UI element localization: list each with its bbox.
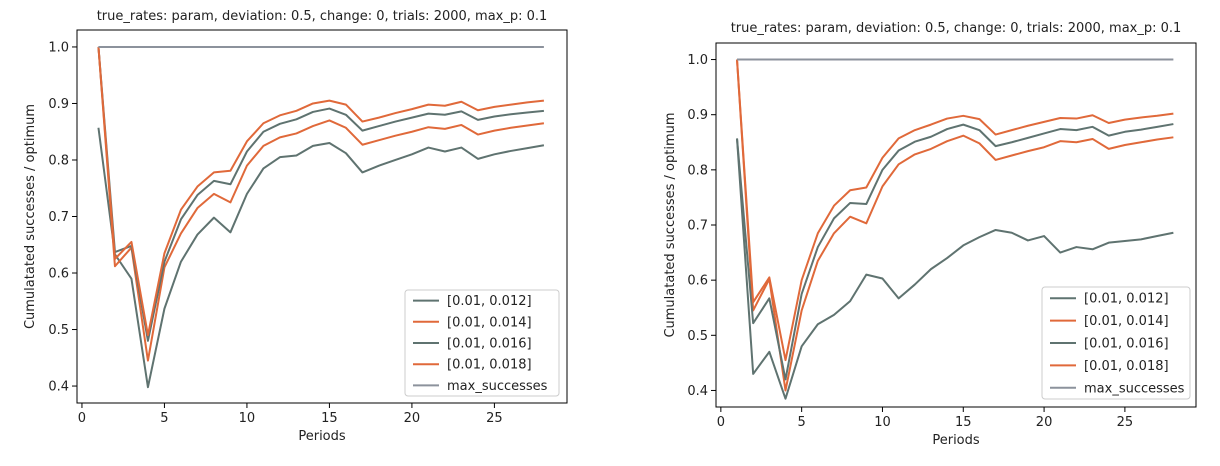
chart-right-series-line-3 — [736, 59, 1174, 362]
chart-right-y-tick-label-2: 0.6 — [687, 274, 708, 289]
chart-right-y-tick-label-0: 0.4 — [687, 384, 708, 399]
chart-left-y-tick-label-0: 0.4 — [48, 380, 69, 395]
chart-left-y-tick-label-4: 0.8 — [48, 153, 69, 168]
chart-left-series-line-1 — [97, 46, 545, 362]
chart-right-legend-label-3: [0.01, 0.018] — [1084, 359, 1169, 374]
chart-left-y-axis-label: Cumulatated successes / optimum — [23, 104, 38, 329]
chart-right-svg: true_rates: param, deviation: 0.5, chang… — [663, 21, 1197, 448]
chart-left-x-axis-label: Periods — [298, 429, 346, 444]
chart-right-x-tick-label-4: 20 — [1036, 415, 1053, 430]
chart-left-legend-label-2: [0.01, 0.016] — [447, 337, 532, 352]
chart-left-y-tick-label-3: 0.7 — [48, 210, 69, 225]
chart-right-legend-label-0: [0.01, 0.012] — [1084, 292, 1169, 307]
chart-left-series-line-3 — [97, 46, 545, 337]
chart-left-legend-label-4: max_successes — [447, 379, 548, 394]
chart-right-legend: [0.01, 0.012] [0.01, 0.014] [0.01, 0.016] [… — [1041, 286, 1191, 400]
chart-right-y-tick-label-1: 0.5 — [687, 329, 708, 344]
chart-right-series-line-2 — [736, 123, 1174, 381]
chart-left-svg: true_rates: param, deviation: 0.5, chang… — [23, 9, 568, 444]
chart-right-legend-label-4: max_successes — [1084, 381, 1185, 396]
chart-left-x-tick-label-1: 5 — [160, 411, 168, 426]
chart-right-y-tick-label-6: 1.0 — [687, 53, 708, 68]
chart-left-series-line-0 — [97, 127, 545, 389]
chart-left-y-tick-label-2: 0.6 — [48, 267, 69, 282]
chart-right-legend-box — [1041, 286, 1191, 400]
chart-left-y-tick-label-5: 0.9 — [48, 97, 69, 112]
chart-right-x-axis-label: Periods — [932, 433, 980, 448]
chart-right-title: true_rates: param, deviation: 0.5, chang… — [731, 21, 1182, 36]
chart-left-y-tick-label-6: 1.0 — [48, 40, 69, 55]
chart-left-x-tick-label-0: 0 — [78, 411, 86, 426]
chart-left-legend-label-3: [0.01, 0.018] — [447, 358, 532, 373]
chart-left-x-tick-label-3: 15 — [321, 411, 338, 426]
chart-right-series-line-1 — [736, 59, 1174, 392]
chart-right-y-axis-label: Cumulatated successes / optimum — [663, 112, 678, 337]
chart-right-x-tick-label-0: 0 — [717, 415, 725, 430]
chart-left-x-tick-label-4: 20 — [404, 411, 421, 426]
chart-left-legend-box — [404, 289, 560, 397]
chart-right-x-tick-label-2: 10 — [874, 415, 891, 430]
chart-right-y-tick-label-4: 0.8 — [687, 163, 708, 178]
chart-left-title: true_rates: param, deviation: 0.5, chang… — [97, 9, 548, 24]
chart-left-x-tick-label-2: 10 — [239, 411, 256, 426]
chart-right: true_rates: param, deviation: 0.5, chang… — [630, 0, 1220, 462]
chart-right-legend-label-1: [0.01, 0.014] — [1084, 314, 1169, 329]
chart-right-series-line-0 — [736, 138, 1174, 400]
chart-right-y-tick-label-3: 0.7 — [687, 219, 708, 234]
chart-left-legend: [0.01, 0.012] [0.01, 0.014] [0.01, 0.016] [… — [404, 289, 560, 397]
chart-left-series-line-2 — [97, 46, 545, 342]
chart-left: true_rates: param, deviation: 0.5, chang… — [0, 0, 600, 462]
chart-right-x-tick-label-5: 25 — [1117, 415, 1134, 430]
chart-right-x-tick-label-3: 15 — [955, 415, 972, 430]
chart-right-legend-label-2: [0.01, 0.016] — [1084, 337, 1169, 352]
chart-left-legend-label-1: [0.01, 0.014] — [447, 315, 532, 330]
chart-right-x-tick-label-1: 5 — [798, 415, 806, 430]
chart-left-legend-label-0: [0.01, 0.012] — [447, 294, 532, 309]
chart-left-x-tick-label-5: 25 — [486, 411, 503, 426]
chart-left-y-tick-label-1: 0.5 — [48, 323, 69, 338]
chart-right-y-tick-label-5: 0.9 — [687, 108, 708, 123]
